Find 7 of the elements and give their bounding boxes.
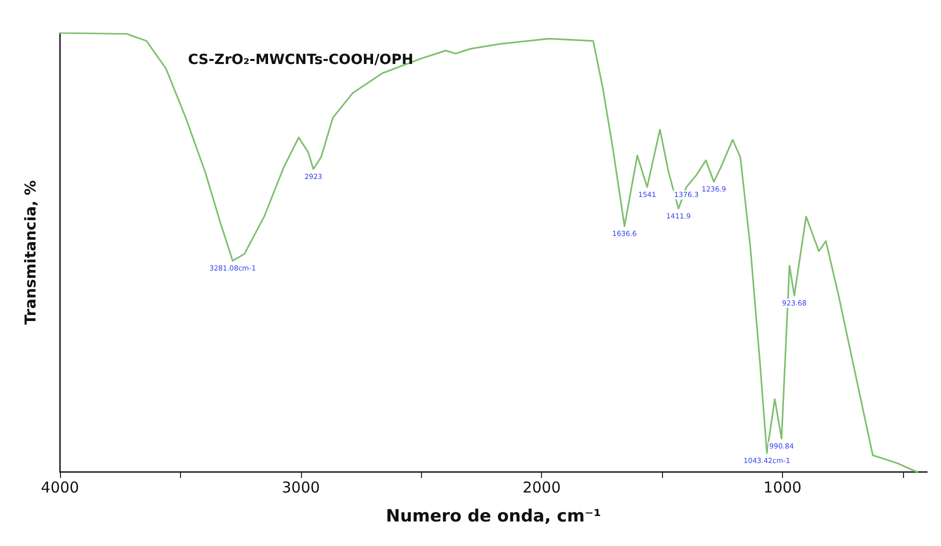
x-axis-title: Numero de onda, cm⁻¹ [386, 506, 602, 526]
x-tick-label: 1000 [763, 478, 802, 496]
x-tick-label: 4000 [40, 478, 80, 496]
y-axis-title: Transmitancia, % [22, 180, 40, 325]
x-tick-label: 3000 [282, 478, 320, 496]
x-tick-label: 2000 [522, 478, 561, 496]
text: CS-ZrO₂-MWCNTs-COOH/OPH [188, 52, 414, 68]
